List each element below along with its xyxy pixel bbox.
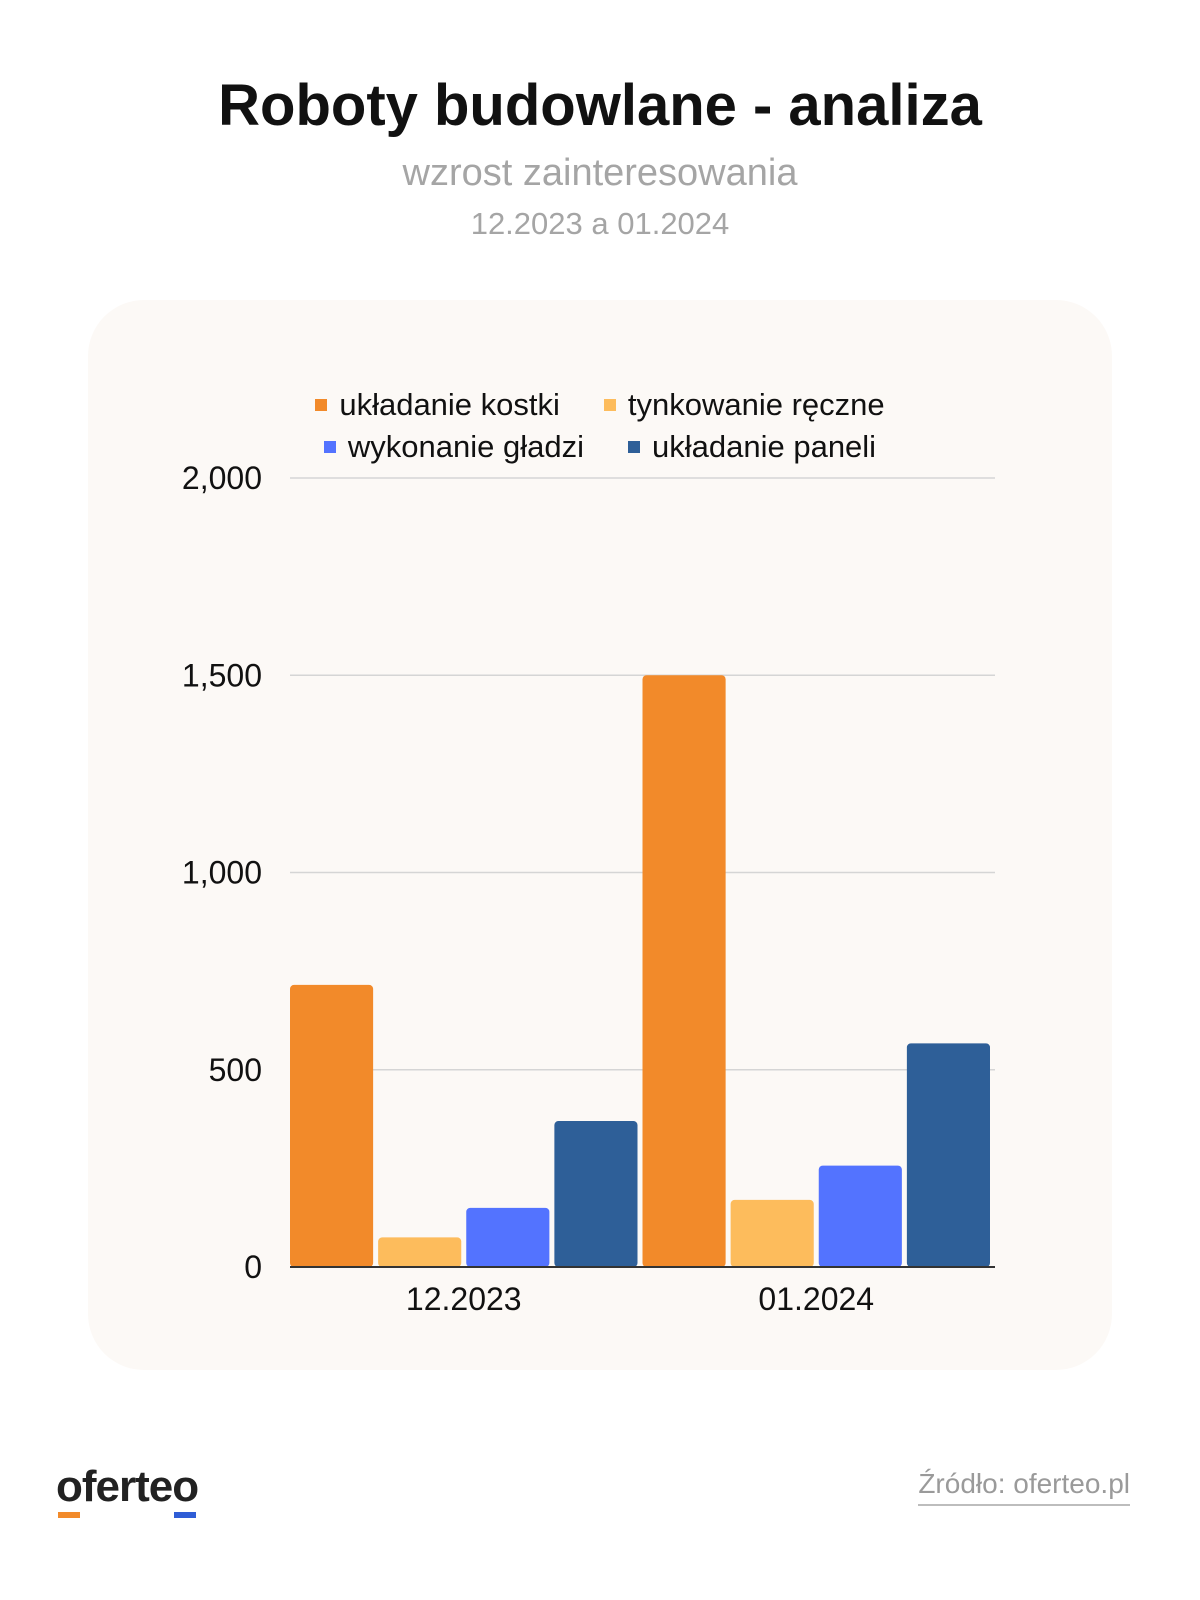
legend-label-kostka: układanie kostki — [339, 387, 560, 422]
legend-swatch-panele — [628, 441, 640, 453]
logo-letter-o-first: o — [56, 1462, 83, 1518]
y-tick-label-4: 2,000 — [182, 460, 262, 496]
legend-row-2: wykonanie gładzi układanie paneli — [88, 426, 1112, 468]
bar-gladz-1 — [818, 1165, 902, 1267]
legend-item-tynk: tynkowanie ręczne — [603, 387, 885, 423]
source-link[interactable]: Źródło: oferteo.pl — [918, 1468, 1130, 1506]
logo-letter-o-last: o — [172, 1462, 199, 1518]
legend-swatch-gladz — [323, 441, 336, 453]
x-tick-label-1: 01.2024 — [758, 1281, 874, 1317]
legend-item-panele: układanie paneli — [628, 429, 876, 465]
page-title: Roboty budowlane - analiza — [218, 73, 982, 138]
bar-gladz-0 — [466, 1207, 550, 1267]
chart-legend: układanie kostki tynkowanie ręczne wykon… — [88, 384, 1112, 468]
bar-panele-0 — [554, 1121, 638, 1267]
bar-panele-1 — [906, 1043, 990, 1267]
legend-swatch-tynk — [603, 399, 616, 411]
legend-label-gladz: wykonanie gładzi — [347, 429, 584, 464]
bar-kostka-1 — [642, 675, 726, 1267]
legend-label-panele: układanie paneli — [652, 429, 877, 464]
legend-row-1: układanie kostki tynkowanie ręczne — [88, 384, 1112, 426]
legend-item-kostka: układanie kostki — [315, 387, 560, 423]
page-subtitle: wzrost zainteresowania — [402, 152, 798, 194]
y-tick-label-0: 0 — [244, 1249, 262, 1285]
y-tick-label-3: 1,500 — [182, 657, 262, 693]
bar-kostka-0 — [290, 984, 374, 1267]
x-tick-label-0: 12.2023 — [406, 1281, 522, 1317]
oferteo-logo: oferteo — [56, 1462, 199, 1518]
bar-tynk-0 — [378, 1237, 462, 1267]
bar-tynk-1 — [730, 1199, 814, 1267]
period-label: 12.2023 a 01.2024 — [470, 206, 730, 241]
logo-middle: ferte — [81, 1462, 173, 1511]
y-tick-label-2: 1,000 — [182, 855, 262, 891]
legend-label-tynk: tynkowanie ręczne — [627, 387, 885, 422]
y-tick-label-1: 500 — [209, 1052, 262, 1088]
legend-swatch-kostka — [315, 399, 328, 411]
legend-item-gladz: wykonanie gładzi — [323, 429, 584, 465]
